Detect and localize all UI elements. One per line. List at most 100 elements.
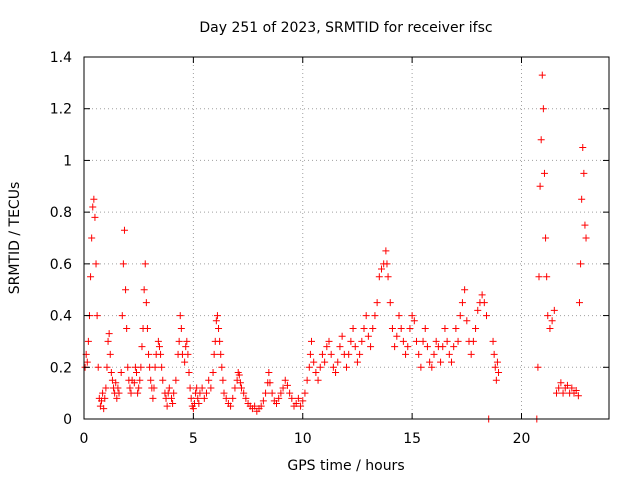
y-tick-label: 0.4 <box>50 309 72 325</box>
data-point <box>469 337 477 345</box>
data-point <box>461 286 469 294</box>
data-point <box>383 260 391 268</box>
data-point <box>306 350 314 358</box>
data-point <box>351 343 359 351</box>
y-tick-label: 0.6 <box>50 257 72 273</box>
data-point <box>360 325 368 332</box>
data-point <box>130 379 138 387</box>
data-point <box>579 144 587 151</box>
data-point <box>155 343 163 351</box>
data-point <box>187 394 195 402</box>
data-point <box>205 376 213 384</box>
data-point <box>349 325 357 332</box>
data-point <box>543 273 551 281</box>
data-point <box>182 343 190 351</box>
data-point <box>537 136 545 144</box>
data-point <box>140 286 148 294</box>
data-point <box>107 368 115 376</box>
data-point <box>386 299 394 307</box>
data-point <box>336 343 344 351</box>
data-point <box>286 389 294 397</box>
data-point <box>142 299 150 307</box>
data-point <box>474 306 482 314</box>
data-point <box>362 312 370 320</box>
data-point <box>195 399 203 407</box>
data-point <box>137 363 145 371</box>
data-point <box>220 389 228 397</box>
data-point <box>493 358 501 366</box>
data-point <box>577 260 585 268</box>
data-point <box>445 350 453 358</box>
data-point <box>102 384 110 392</box>
data-point <box>557 379 565 387</box>
data-point <box>210 350 218 358</box>
data-point <box>135 384 143 392</box>
data-point <box>539 105 547 113</box>
data-point <box>227 402 235 410</box>
data-point <box>312 368 320 376</box>
axes: 0 5 10 15 20 0 0.2 0.4 0.6 0.8 1 1.2 1.4 <box>50 50 609 447</box>
data-point <box>169 399 177 407</box>
data-point <box>413 337 420 345</box>
data-point <box>391 343 399 351</box>
data-point <box>343 363 350 371</box>
data-point <box>550 306 558 314</box>
data-point <box>207 384 215 392</box>
data-point <box>345 350 353 358</box>
data-point <box>419 337 427 345</box>
data-point <box>165 384 173 392</box>
data-point <box>266 379 274 387</box>
data-point <box>238 384 245 392</box>
data-point <box>428 363 436 371</box>
data-point <box>318 350 326 358</box>
data-point <box>112 379 120 387</box>
data-point <box>395 312 403 320</box>
data-point <box>397 325 405 332</box>
data-point <box>154 337 162 345</box>
data-point <box>406 325 414 332</box>
data-points <box>81 71 590 423</box>
data-point <box>421 325 429 332</box>
data-point <box>122 286 130 294</box>
data-point <box>251 402 259 410</box>
data-point <box>308 337 315 345</box>
data-point <box>279 384 287 392</box>
data-point <box>115 389 123 397</box>
data-point <box>103 363 111 371</box>
data-point <box>329 363 337 371</box>
data-point <box>441 325 449 332</box>
data-point <box>90 195 98 203</box>
y-tick-label: 0.2 <box>50 360 72 376</box>
y-tick-label: 1 <box>63 153 72 169</box>
data-point <box>83 358 91 366</box>
data-point <box>458 299 466 307</box>
data-point <box>544 312 552 320</box>
data-point <box>303 376 311 384</box>
data-point <box>218 363 226 371</box>
chart-title: Day 251 of 2023, SRMTID for receiver ifs… <box>199 20 492 36</box>
data-point <box>104 337 112 345</box>
data-point <box>578 195 586 203</box>
data-point <box>371 312 379 320</box>
data-point <box>288 394 296 402</box>
data-point <box>147 376 155 384</box>
data-point <box>163 402 171 410</box>
data-point <box>265 368 273 376</box>
data-point <box>101 394 109 402</box>
data-point <box>538 71 546 79</box>
data-point <box>491 363 499 371</box>
data-point <box>338 332 346 340</box>
data-point <box>581 221 589 229</box>
data-point <box>536 182 544 190</box>
data-point <box>574 392 582 400</box>
x-tick-label: 0 <box>80 431 89 447</box>
data-point <box>123 325 131 332</box>
data-point <box>572 387 580 395</box>
data-point <box>568 384 576 392</box>
data-point <box>117 368 125 376</box>
data-point <box>347 337 355 345</box>
data-point <box>430 350 438 358</box>
data-point <box>159 376 167 384</box>
data-point <box>84 337 92 345</box>
data-point <box>492 376 500 384</box>
